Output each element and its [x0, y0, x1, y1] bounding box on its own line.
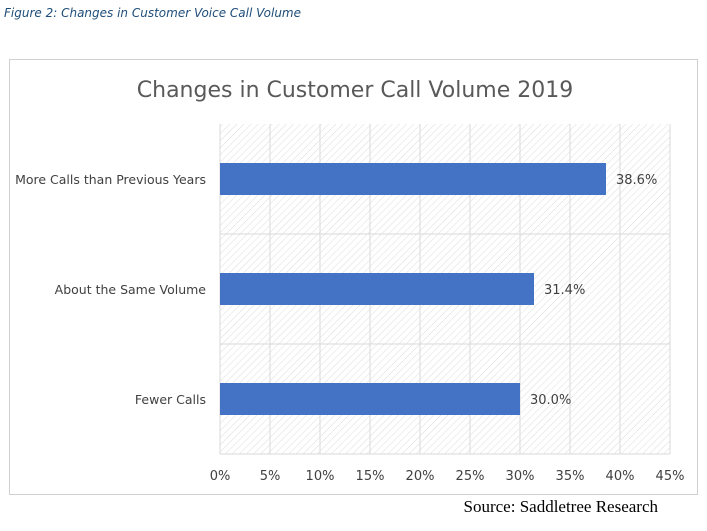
x-tick-label-2: 10% [306, 469, 335, 484]
x-tick-label-8: 40% [606, 469, 635, 484]
source-note: Source: Saddletree Research [463, 497, 658, 516]
data-label-0: 38.6% [616, 173, 657, 188]
bar-1 [220, 273, 534, 305]
data-labels: 38.6% 31.4% 30.0% [530, 173, 657, 408]
bar-0 [220, 163, 606, 195]
bar-2 [220, 383, 520, 415]
x-tick-label-9: 45% [656, 469, 685, 484]
category-label-0: More Calls than Previous Years [15, 172, 206, 187]
chart-title: Changes in Customer Call Volume 2019 [137, 78, 573, 103]
x-tick-label-6: 30% [506, 469, 535, 484]
data-label-2: 30.0% [530, 393, 571, 408]
category-label-2: Fewer Calls [135, 392, 206, 407]
x-tick-label-7: 35% [556, 469, 585, 484]
category-labels: More Calls than Previous Years About the … [15, 172, 206, 407]
x-tick-label-1: 5% [260, 469, 281, 484]
x-tick-label-3: 15% [356, 469, 385, 484]
x-tick-label-0: 0% [210, 469, 231, 484]
category-label-1: About the Same Volume [55, 282, 207, 297]
data-label-1: 31.4% [544, 283, 585, 298]
x-tick-label-4: 20% [406, 469, 435, 484]
x-tick-labels: 0% 5% 10% 15% 20% 25% 30% 35% 40% 45% [210, 469, 685, 484]
bars [220, 163, 606, 415]
figure-caption: Figure 2: Changes in Customer Voice Call… [4, 6, 301, 20]
x-tick-label-5: 25% [456, 469, 485, 484]
